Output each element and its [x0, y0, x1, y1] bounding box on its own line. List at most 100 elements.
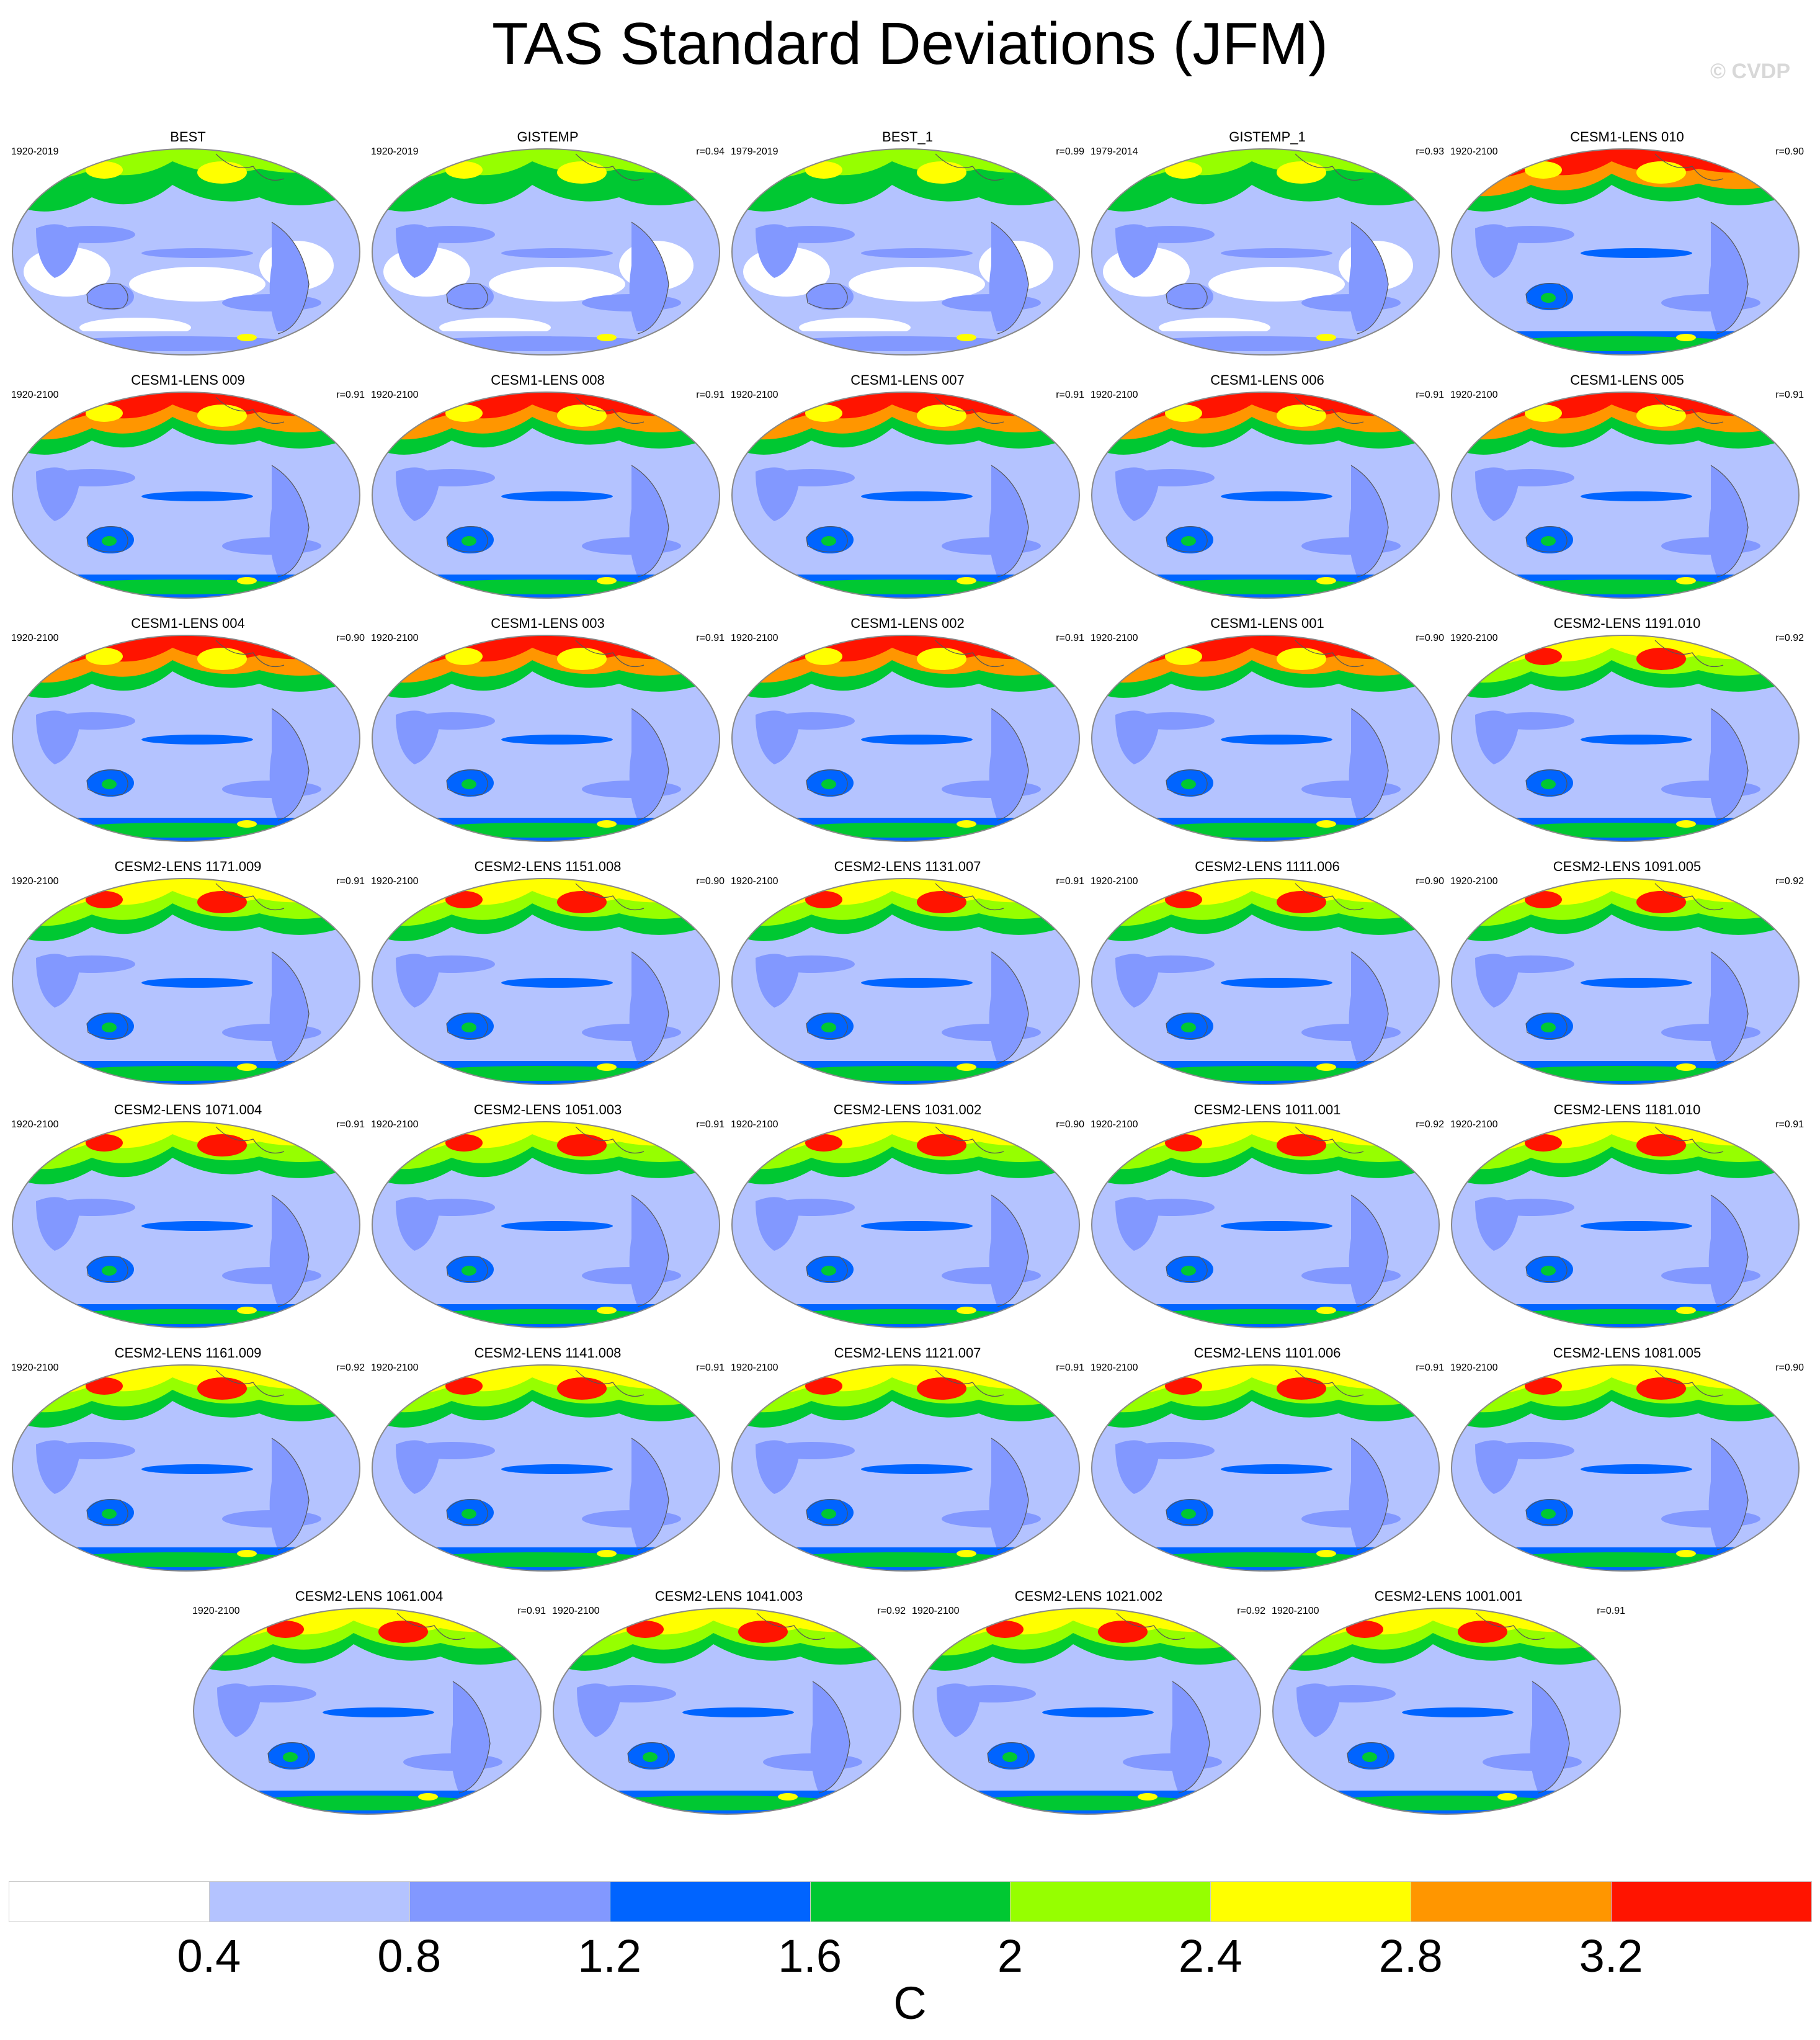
colorbar-tick-label: 0.4	[177, 1930, 241, 1982]
south-america-land	[269, 952, 309, 1063]
panel-pattern-correlation: r=0.91	[1056, 390, 1084, 400]
coastline	[1532, 1681, 1570, 1794]
south-america-land	[1170, 1681, 1210, 1793]
missing-data-patch	[489, 267, 625, 302]
equatorial-pacific-tongue	[141, 491, 253, 501]
coastline	[1347, 1742, 1389, 1769]
northern-hotspot	[197, 161, 247, 184]
asia-land	[756, 1440, 799, 1494]
colorbar-tick-label: 1.2	[578, 1930, 642, 1982]
antarctic-peak	[237, 577, 257, 584]
colorbar	[9, 1881, 1812, 1923]
globe-outline	[731, 635, 1080, 842]
coastline	[631, 1194, 669, 1307]
south-america-land	[810, 1681, 850, 1793]
coastline	[575, 1126, 645, 1154]
colorbar-tick-label: 2.4	[1178, 1930, 1242, 1982]
coastline	[1710, 1194, 1749, 1307]
south-america-land	[1349, 709, 1388, 820]
northern-hotspot	[1277, 1377, 1326, 1400]
coastline	[575, 396, 645, 424]
australia-core	[1541, 779, 1556, 789]
globe-outline	[12, 391, 360, 599]
asia-land	[577, 1683, 620, 1737]
panel-pattern-correlation: r=0.91	[336, 390, 365, 400]
coastline	[991, 221, 1029, 334]
northern-hotspot	[805, 161, 842, 179]
panel-pattern-correlation: r=0.94	[696, 146, 725, 157]
panel-pattern-correlation: r=0.91	[696, 1119, 725, 1130]
australia-core	[1541, 1509, 1556, 1519]
antarctic-peak	[1497, 1793, 1517, 1801]
northern-hotspot	[557, 161, 607, 184]
antarctic-peak	[1138, 1793, 1158, 1801]
northern-hotspot	[1525, 648, 1562, 665]
coastline	[756, 1613, 826, 1640]
northern-hotspot	[197, 1134, 247, 1156]
equatorial-pacific-tongue	[1581, 1464, 1692, 1474]
coastline	[1525, 526, 1568, 553]
globe-map	[553, 1608, 901, 1815]
globe-outline	[372, 878, 720, 1085]
australia-core	[1181, 779, 1196, 789]
asia-land	[396, 467, 439, 521]
panel-title: CESM1-LENS 002	[850, 615, 965, 631]
northern-hotspot	[917, 161, 966, 184]
australia-core	[102, 779, 117, 789]
panel-title: CESM1-LENS 005	[1570, 372, 1684, 388]
panel-pattern-correlation: r=0.99	[1056, 146, 1084, 157]
antarctic-peak	[1316, 1063, 1336, 1071]
panel-years: 1920-2100	[731, 876, 778, 887]
globe-map	[912, 1608, 1261, 1815]
coastline	[446, 769, 488, 796]
south-america-land	[989, 952, 1028, 1063]
coastline	[1350, 1438, 1389, 1550]
equatorial-pacific-tongue	[501, 1464, 613, 1474]
panel-pattern-correlation: r=0.90	[1416, 876, 1444, 887]
coastline	[1166, 526, 1208, 553]
panel-years: 1920-2100	[552, 1606, 600, 1616]
globe-outline	[1451, 1121, 1800, 1328]
coastline	[1525, 1256, 1568, 1282]
northern-hotspot	[1277, 891, 1326, 913]
globe-outline	[731, 878, 1080, 1085]
coastline	[991, 951, 1029, 1064]
coastline	[575, 883, 645, 911]
map-panel: CESM2-LENS 1061.004 1920-2100 r=0.91	[192, 1588, 546, 1819]
globe-map	[1091, 1121, 1440, 1328]
equatorial-pacific-tongue	[1221, 1221, 1332, 1231]
asia-land	[36, 467, 79, 521]
panel-title: BEST_1	[882, 129, 933, 145]
antarctic-peak	[1676, 1550, 1696, 1557]
northern-hotspot	[1165, 1134, 1202, 1152]
antarctic-peak	[597, 1063, 617, 1071]
panel-years: 1920-2100	[1091, 1362, 1138, 1373]
south-america-land	[1708, 952, 1748, 1063]
coastline	[935, 883, 1004, 911]
antarctic-peak	[597, 1307, 617, 1314]
globe-outline	[1091, 391, 1440, 599]
south-america-land	[989, 222, 1028, 334]
coastline	[215, 1126, 285, 1154]
asia-land	[937, 1683, 980, 1737]
australia-core	[1541, 293, 1556, 303]
antarctic-peak	[1676, 1307, 1696, 1314]
colorbar-swatch	[810, 1881, 1011, 1922]
map-panel: CESM1-LENS 003 1920-2100 r=0.91	[371, 615, 725, 846]
asia-land	[1115, 224, 1159, 278]
panel-title: CESM2-LENS 1161.009	[114, 1345, 262, 1361]
south-america-land	[1349, 1438, 1388, 1550]
coastline	[627, 1742, 669, 1769]
map-panel: CESM1-LENS 008 1920-2100 r=0.91	[371, 372, 725, 603]
equatorial-pacific-tongue	[1581, 735, 1692, 745]
antarctic-peak	[1316, 334, 1336, 341]
coastline	[806, 526, 848, 553]
coastline	[446, 526, 488, 553]
equatorial-pacific-tongue	[501, 248, 613, 258]
equatorial-pacific-tongue	[861, 735, 973, 745]
panel-pattern-correlation: r=0.91	[1056, 1362, 1084, 1373]
panel-pattern-correlation: r=0.91	[336, 1119, 365, 1130]
australia-core	[283, 1752, 298, 1762]
globe-outline	[912, 1608, 1261, 1815]
